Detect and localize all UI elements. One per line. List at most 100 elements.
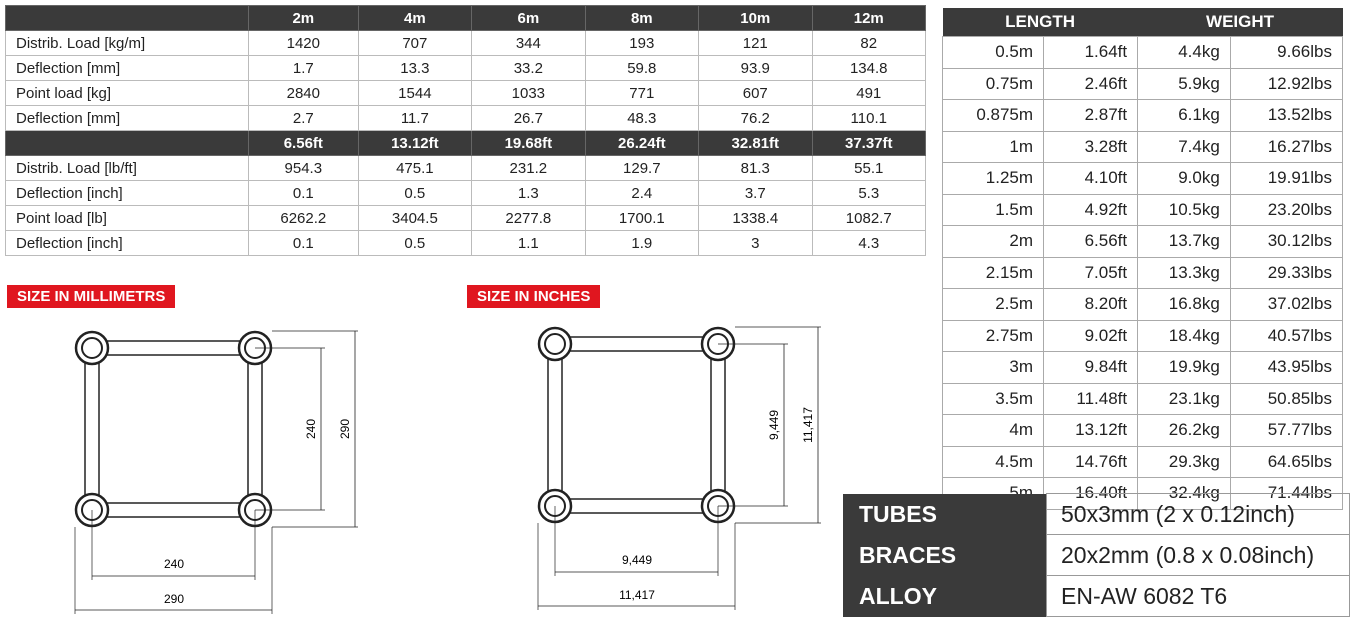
cell: 16.8kg [1137, 288, 1231, 321]
cell: 2.75m [941, 319, 1045, 352]
cell: 4m [941, 414, 1045, 447]
cell: 11.7 [357, 105, 473, 131]
outer-height-label: 11,417 [801, 407, 815, 443]
weight-header: WEIGHT [1137, 8, 1343, 37]
cell: 0.5m [941, 36, 1045, 69]
cell: 11.48ft [1043, 382, 1139, 415]
table-row: 1.5m 4.92ft 10.5kg 23.20lbs [941, 193, 1344, 226]
cell: 344 [471, 30, 586, 56]
column-header: 26.24ft [584, 130, 700, 156]
cell: 0.875m [941, 99, 1045, 132]
cell: 48.3 [584, 105, 700, 131]
cell: 4.10ft [1043, 162, 1139, 195]
cell: 6.56ft [1043, 225, 1139, 258]
cell: 30.12lbs [1229, 225, 1344, 258]
cell: 93.9 [698, 55, 813, 81]
cell: 19.9kg [1137, 351, 1231, 384]
table-row: 2.15m 7.05ft 13.3kg 29.33lbs [941, 256, 1344, 289]
row-label: Distrib. Load [lb/ft] [5, 155, 249, 181]
spec-key: BRACES [843, 534, 1047, 576]
cell: 2.15m [941, 256, 1045, 289]
cell: 19.91lbs [1229, 162, 1344, 195]
cell: 13.3 [357, 55, 473, 81]
cell: 81.3 [698, 155, 813, 181]
cell: 475.1 [357, 155, 473, 181]
cell: 29.3kg [1137, 445, 1231, 478]
spec-value: 50x3mm (2 x 0.12inch) [1046, 493, 1350, 535]
table-row: 3m 9.84ft 19.9kg 43.95lbs [941, 351, 1344, 384]
cell: 1033 [471, 80, 586, 106]
column-header: 32.81ft [698, 130, 813, 156]
cell: 1.1 [471, 230, 586, 256]
table-row: Deflection [mm] 2.7 11.7 26.7 48.3 76.2 110.1 [5, 105, 926, 131]
table-row: 4.5m 14.76ft 29.3kg 64.65lbs [941, 445, 1344, 478]
cell: 231.2 [471, 155, 586, 181]
cell: 59.8 [584, 55, 700, 81]
cell: 3.7 [698, 180, 813, 206]
cell: 3404.5 [357, 205, 473, 231]
cell: 2840 [248, 80, 359, 106]
cell: 6262.2 [248, 205, 359, 231]
cell: 2.46ft [1043, 67, 1139, 100]
cell: 0.75m [941, 67, 1045, 100]
size-inch-label: SIZE IN INCHES [467, 285, 601, 308]
row-label: Deflection [mm] [5, 105, 249, 131]
load-table: 2m 4m 6m 8m 10m 12m Distrib. Load [kg/m] 1420 70… [5, 5, 926, 256]
cell: 33.2 [471, 55, 586, 81]
column-header: 13.12ft [357, 130, 473, 156]
cell: 707 [357, 30, 473, 56]
table-row: 2.5m 8.20ft 16.8kg 37.02lbs [941, 288, 1344, 321]
spec-row: ALLOY EN-AW 6082 T6 [843, 575, 1350, 617]
cell: 1.25m [941, 162, 1045, 195]
table-row: 3.5m 11.48ft 23.1kg 50.85lbs [941, 382, 1344, 415]
spec-value: EN-AW 6082 T6 [1046, 575, 1350, 617]
column-header: 37.37ft [811, 130, 926, 156]
cell: 134.8 [811, 55, 926, 81]
table-row: Distrib. Load [lb/ft] 954.3 475.1 231.2 129.… [5, 155, 926, 181]
column-header: 6.56ft [248, 130, 359, 156]
table-row: Deflection [inch] 0.1 0.5 1.3 2.4 3.7 5.3 [5, 180, 926, 206]
cell: 2.87ft [1043, 99, 1139, 132]
cell: 13.3kg [1137, 256, 1231, 289]
cell: 0.1 [248, 230, 359, 256]
cell: 2277.8 [471, 205, 586, 231]
cell: 110.1 [811, 105, 926, 131]
table-row: Point load [kg] 2840 1544 1033 771 607 491 [5, 80, 926, 106]
cell: 193 [584, 30, 700, 56]
cell: 1700.1 [584, 205, 700, 231]
table-row: Deflection [mm] 1.7 13.3 33.2 59.8 93.9 134.8 [5, 55, 926, 81]
cell: 1.9 [584, 230, 700, 256]
cell: 64.65lbs [1229, 445, 1344, 478]
row-label: Deflection [inch] [5, 230, 249, 256]
cell: 23.20lbs [1229, 193, 1344, 226]
cell: 0.5 [357, 180, 473, 206]
cell: 3.28ft [1043, 130, 1139, 163]
inner-height-label: 240 [304, 419, 318, 439]
table-row: 2.75m 9.02ft 18.4kg 40.57lbs [941, 319, 1344, 352]
inner-height-label: 9,449 [767, 410, 781, 440]
outer-width-label: 290 [164, 592, 184, 606]
row-label: Distrib. Load [kg/m] [5, 30, 249, 56]
spec-key: ALLOY [843, 575, 1047, 617]
row-label: Point load [lb] [5, 205, 249, 231]
cell: 1082.7 [811, 205, 926, 231]
table-row: 0.5m 1.64ft 4.4kg 9.66lbs [941, 36, 1344, 69]
cell: 4.3 [811, 230, 926, 256]
table-row: 4m 13.12ft 26.2kg 57.77lbs [941, 414, 1344, 447]
column-header: 4m [357, 5, 473, 31]
cell: 9.02ft [1043, 319, 1139, 352]
corner-cell [5, 130, 249, 156]
cell: 29.33lbs [1229, 256, 1344, 289]
spec-row: TUBES 50x3mm (2 x 0.12inch) [843, 493, 1350, 535]
table-row: Point load [lb] 6262.2 3404.5 2277.8 1700.1 1… [5, 205, 926, 231]
spec-row: BRACES 20x2mm (0.8 x 0.08inch) [843, 534, 1350, 576]
cell: 1.7 [248, 55, 359, 81]
cell: 40.57lbs [1229, 319, 1344, 352]
size-mm-label: SIZE IN MILLIMETRS [7, 285, 176, 308]
cell: 18.4kg [1137, 319, 1231, 352]
cell: 13.12ft [1043, 414, 1139, 447]
outer-height-label: 290 [338, 419, 352, 439]
cell: 1.3 [471, 180, 586, 206]
table-row: 1m 3.28ft 7.4kg 16.27lbs [941, 130, 1344, 163]
